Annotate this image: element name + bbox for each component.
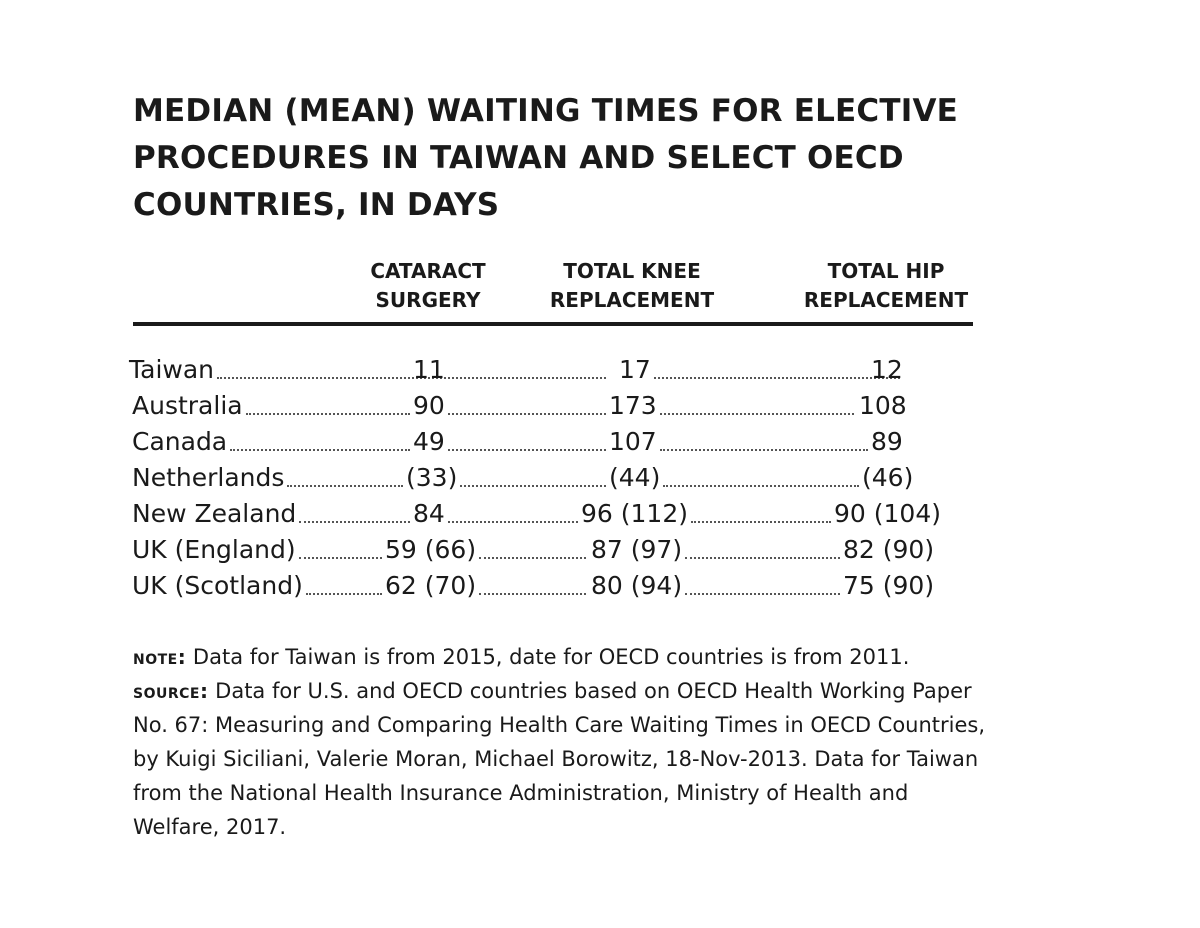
column-header-line: SURGERY [375,288,481,312]
dot-leader [460,485,606,487]
cataract-value: 90 [413,391,445,420]
hip-value: 75 (90) [843,571,935,600]
cataract-value: 49 [413,427,445,456]
dot-leader [690,521,831,523]
country-name: New Zealand [132,499,297,528]
dot-leader [287,485,403,487]
knee-value: 17 [619,355,651,384]
dot-leader [217,377,446,379]
hip-value: 89 [871,427,903,456]
knee-value: 107 [609,427,657,456]
note-label: note: [133,645,187,669]
dot-leader [305,593,382,595]
column-header-cataract: CATARACT SURGERY [360,257,496,315]
footnotes: note: Data for Taiwan is from 2015, date… [133,640,993,844]
column-header-line: TOTAL KNEE [563,259,701,283]
column-header-line: TOTAL HIP [827,259,945,283]
column-header-line: REPLACEMENT [549,288,715,312]
dot-leader [447,413,606,415]
dot-leader [685,593,840,595]
dot-leader [447,521,578,523]
knee-value: 173 [609,391,657,420]
hip-value: 90 (104) [834,499,941,528]
dot-leader [685,557,840,559]
dot-leader [245,413,410,415]
column-header-line: REPLACEMENT [803,288,969,312]
knee-value: 87 (97) [591,535,683,564]
country-name: Australia [132,391,243,420]
knee-value: 80 (94) [591,571,683,600]
table-title: MEDIAN (MEAN) WAITING TIMES FOR ELECTIVE… [133,93,959,223]
dot-leader [479,593,586,595]
dot-leader [230,449,410,451]
dot-leader [659,413,854,415]
dot-leader [653,377,900,379]
dot-leader [299,521,410,523]
source-label: source: [133,679,209,703]
cataract-value: 84 [413,499,445,528]
hip-value: 82 (90) [843,535,935,564]
hip-value: (46) [862,463,914,492]
column-header-line: CATARACT [370,259,486,283]
dot-leader [447,449,606,451]
hip-value: 12 [871,355,903,384]
dot-leader [298,557,382,559]
cataract-value: 62 (70) [385,571,477,600]
source-text: Data for U.S. and OECD countries based o… [133,679,986,839]
cataract-value: 11 [413,355,445,384]
country-name: Taiwan [129,355,215,384]
column-header-hip: TOTAL HIP REPLACEMENT [796,257,976,315]
note-text: Data for Taiwan is from 2015, date for O… [192,645,910,669]
header-rule [133,322,973,326]
note-paragraph: note: Data for Taiwan is from 2015, date… [133,640,993,674]
dot-leader [447,377,606,379]
country-name: Netherlands [132,463,285,492]
cataract-value: (33) [406,463,458,492]
country-name: UK (Scotland) [132,571,303,600]
column-header-knee: TOTAL KNEE REPLACEMENT [540,257,724,315]
country-name: Canada [132,427,228,456]
dot-leader [659,449,868,451]
hip-value: 108 [859,391,907,420]
source-paragraph: source: Data for U.S. and OECD countries… [133,674,993,844]
country-name: UK (England) [132,535,296,564]
dot-leader [663,485,859,487]
dot-leader [479,557,586,559]
cataract-value: 59 (66) [385,535,477,564]
knee-value: 96 (112) [581,499,688,528]
knee-value: (44) [609,463,661,492]
